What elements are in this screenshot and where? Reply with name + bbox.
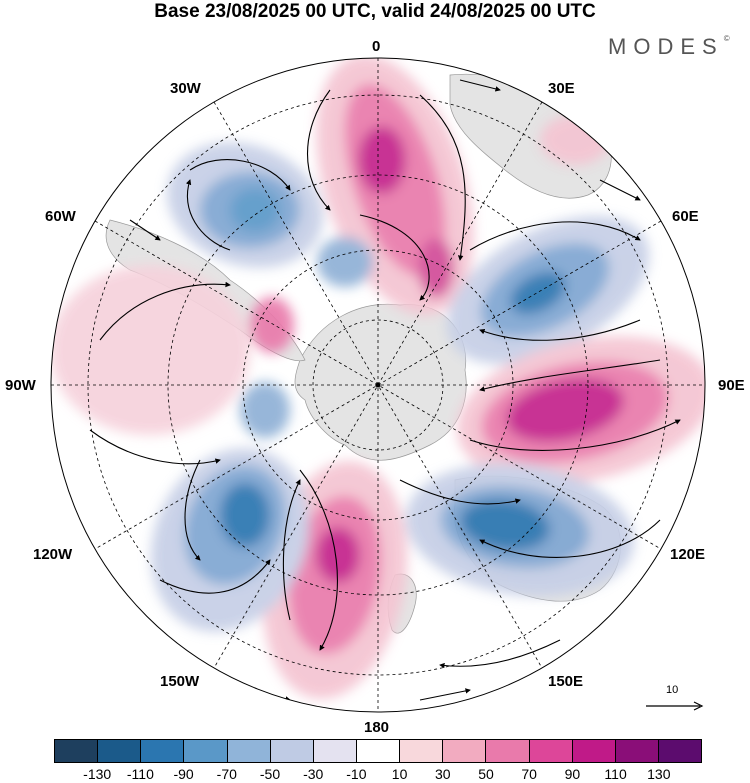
brand-text: MODES [608,34,724,59]
colorbar-segment [486,740,530,762]
anomaly-pos-strong [505,378,625,442]
anomaly-pos-mid [418,238,454,298]
brand-mark: © [723,34,730,43]
brand-logo: MODES© [608,34,730,60]
colorbar-tick-label: 90 [564,766,581,782]
colorbar-segment [615,740,659,762]
anomaly-neg-mid [240,382,290,438]
label-lon-150e: 150E [548,673,584,690]
vector-reference-label: 10 [666,684,679,696]
colorbar-segment [184,740,228,762]
colorbar-segment [400,740,444,762]
south-pole-marker [375,382,381,388]
anomaly-pos-light [540,115,610,165]
colorbar-segment [529,740,573,762]
colorbar-segment [658,740,702,762]
label-lon-90w: 90W [5,377,36,394]
anomaly-neg-strong [220,483,270,547]
label-lon-60w: 60W [45,208,76,225]
colorbar-ticks: -130 -110 -90 -70 -50 -30 -10 10 30 50 70 90 110 130 [0,766,750,783]
colorbar-tick-label: 130 [647,766,671,782]
colorbar-segment [98,740,142,762]
colorbar-tick-label: 10 [391,766,408,782]
label-lon-120w: 120W [33,546,73,563]
label-lon-0: 0 [372,38,381,55]
colorbar-tick-label: 70 [521,766,537,782]
label-lon-180: 180 [364,719,390,736]
colorbar-tick-label: -10 [346,766,367,782]
colorbar-segment [443,740,487,762]
map-boundary [50,57,706,713]
colorbar-tick-label: -50 [259,766,281,782]
anomaly-neg-strong [460,499,550,551]
colorbar-segment [356,740,401,762]
anomaly-fields [51,58,705,699]
label-lon-60e: 60E [672,208,699,225]
colorbar-tick-label: -90 [173,766,194,782]
antarctica-land [294,303,467,461]
anomaly-pos-light [51,265,250,435]
colorbar-segment [141,740,185,762]
colorbar-segment [270,740,314,762]
anomaly-pos-strong [358,126,406,194]
colorbar-tick-label: -110 [126,766,154,782]
colorbar-tick-label: -70 [216,766,237,782]
colorbar-tick-label: -130 [83,766,112,782]
anomaly-pos-strong [316,527,360,583]
colorbar-tick-label: 30 [435,766,451,782]
label-lon-150w: 150W [160,673,200,690]
map-title: Base 23/08/2025 00 UTC, valid 24/08/2025… [154,1,596,22]
label-lon-30e: 30E [548,80,575,97]
colorbar-segment [313,740,357,762]
colorbar [54,739,702,763]
colorbar-tick-label: -30 [303,766,324,782]
anomaly-neg-mid [317,237,373,287]
label-lon-90e: 90E [718,377,745,394]
label-lon-30w: 30W [170,80,201,97]
anomaly-neg-strong [230,188,280,232]
wind-vectors [89,79,681,702]
colorbar-tick-label: 50 [478,766,494,782]
colorbar-segment [572,740,616,762]
colorbar-segment [55,740,99,762]
vector-reference: 10 [644,684,704,714]
colorbar-segment [227,740,271,762]
label-lon-120e: 120E [670,546,706,563]
anomaly-neg-strong [510,271,566,315]
colorbar-tick-label: 110 [604,766,627,782]
anomaly-pos-mid [250,297,294,353]
vector-reference-arrow [646,701,704,711]
